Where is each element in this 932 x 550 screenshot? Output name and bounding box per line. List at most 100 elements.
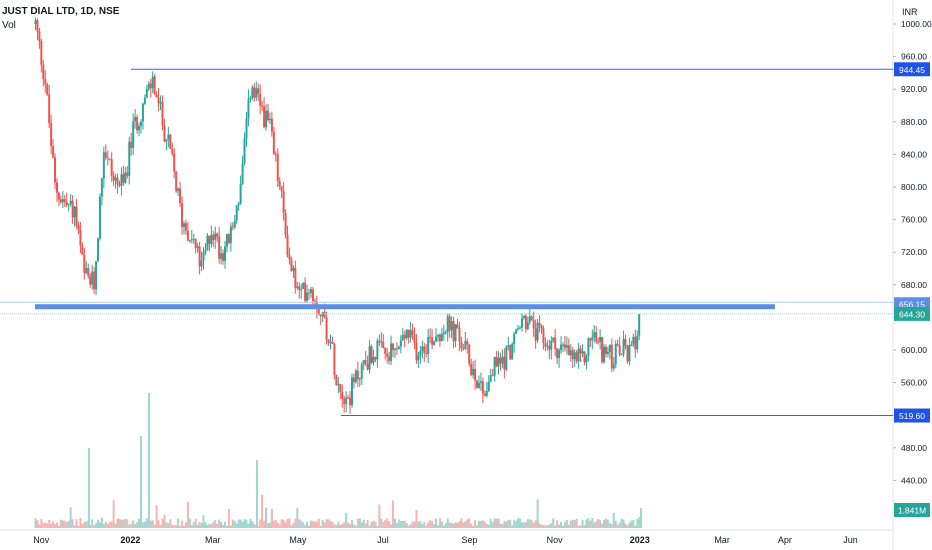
volume-bar xyxy=(614,520,617,528)
volume-bar xyxy=(573,520,576,528)
volume-bar xyxy=(263,520,266,528)
volume-bar xyxy=(71,519,74,528)
volume-bar xyxy=(280,519,283,528)
volume-bar xyxy=(143,521,146,528)
volume-bar xyxy=(98,522,101,528)
volume-bar xyxy=(532,522,535,528)
candle-body xyxy=(210,234,213,245)
volume-bar xyxy=(167,522,170,528)
volume-bar xyxy=(208,523,211,528)
candle-body xyxy=(108,158,111,160)
volume-bar xyxy=(534,520,537,528)
candle-body xyxy=(177,188,180,192)
candle-body xyxy=(507,345,510,347)
volume-bar xyxy=(395,523,398,528)
volume-bar xyxy=(120,519,123,528)
candle-body xyxy=(181,203,184,227)
volume-bar xyxy=(194,518,197,528)
volume-bar xyxy=(530,519,533,528)
candle-body xyxy=(558,350,561,359)
volume-bar xyxy=(440,521,443,528)
volume-bar xyxy=(69,507,72,528)
candle-body xyxy=(618,345,621,355)
volume-bar xyxy=(517,518,520,528)
volume-bar xyxy=(241,521,244,528)
volume-bar xyxy=(46,523,49,528)
volume-bar xyxy=(577,525,580,528)
volume-bar xyxy=(538,523,541,528)
candle-body xyxy=(350,377,353,406)
volume-bar xyxy=(253,523,256,528)
candle-body xyxy=(519,327,522,329)
volume-bar xyxy=(599,520,602,528)
volume-bar xyxy=(321,519,324,528)
volume-bar xyxy=(575,518,578,528)
y-tick-label: 680.00 xyxy=(901,280,927,290)
chart-title: JUST DIAL LTD, 1D, NSE xyxy=(2,6,120,17)
volume-bar xyxy=(608,523,611,528)
volume-bar xyxy=(626,525,629,528)
volume-bar xyxy=(225,525,228,528)
volume-bar xyxy=(177,518,180,528)
volume-bar xyxy=(489,518,492,528)
candle-body xyxy=(435,336,437,342)
volume-bar xyxy=(413,521,416,528)
volume-bar xyxy=(36,520,39,528)
candle-body xyxy=(392,343,395,350)
volume-bar xyxy=(542,525,545,528)
candle-body xyxy=(429,336,432,338)
volume-bar xyxy=(229,525,232,528)
volume-bar xyxy=(515,520,518,528)
candle-body xyxy=(608,344,611,353)
candle-body xyxy=(427,336,430,355)
candle-body xyxy=(360,364,363,379)
volume-bar xyxy=(181,520,184,528)
candle-body xyxy=(126,172,129,176)
candle-body xyxy=(196,246,199,249)
volume-bar xyxy=(237,519,240,528)
candle-body xyxy=(274,153,277,155)
candle-body xyxy=(440,334,443,342)
volume-bar xyxy=(423,521,426,528)
volume-bar xyxy=(222,525,225,528)
candle-body xyxy=(132,121,135,149)
volume-bar xyxy=(464,521,467,528)
volume-bar xyxy=(472,525,475,528)
candle-body xyxy=(284,212,287,235)
candle-body xyxy=(186,230,189,241)
candle-body xyxy=(208,235,211,245)
volume-bar xyxy=(52,521,55,528)
volume-bar xyxy=(528,519,531,528)
candle-body xyxy=(407,329,410,338)
volume-bar xyxy=(50,523,53,528)
candle-body xyxy=(438,334,441,342)
volume-bar xyxy=(345,512,348,528)
volume-bar xyxy=(556,520,559,528)
candle-body xyxy=(247,99,250,119)
candle-body xyxy=(93,271,96,290)
candle-body xyxy=(563,344,566,348)
candle-body xyxy=(403,334,406,339)
candle-body xyxy=(540,325,543,329)
x-tick-label: Mar xyxy=(714,535,730,545)
volume-bar xyxy=(44,522,47,528)
candle-body xyxy=(620,354,623,356)
candle-body xyxy=(489,375,492,382)
volume-bar xyxy=(270,508,273,528)
candle-body xyxy=(216,233,219,237)
candle-body xyxy=(376,340,379,360)
volume-bar xyxy=(511,525,514,528)
volume-bar xyxy=(476,525,479,528)
candle-body xyxy=(139,121,142,126)
volume-bar xyxy=(106,523,109,528)
volume-bar xyxy=(349,523,352,528)
volume-bar xyxy=(390,524,393,528)
volume-bar xyxy=(458,521,461,528)
volume-bar xyxy=(468,518,471,528)
candle-body xyxy=(309,289,312,294)
candle-body xyxy=(337,384,340,386)
volume-bar xyxy=(290,525,293,528)
candle-body xyxy=(202,252,205,261)
candle-body xyxy=(204,249,207,253)
